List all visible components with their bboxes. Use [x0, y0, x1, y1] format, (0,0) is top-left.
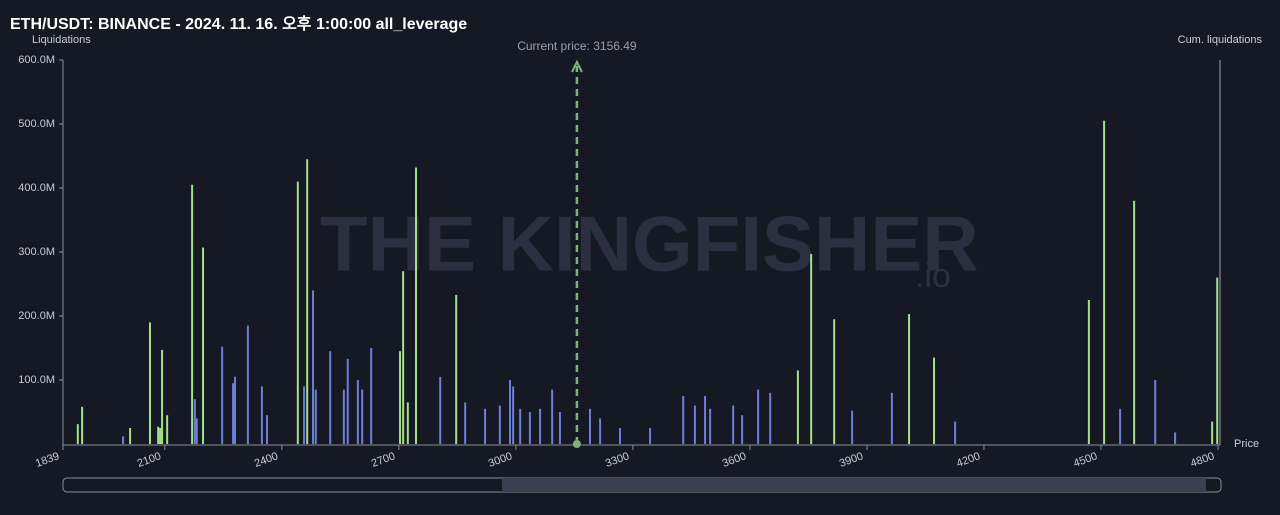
bar	[512, 386, 515, 444]
bar	[732, 405, 735, 444]
bar	[296, 181, 299, 444]
watermark: THE KINGFISHER	[320, 200, 979, 288]
bar	[193, 399, 196, 444]
bar	[693, 405, 696, 444]
bar	[1216, 277, 1219, 444]
bar	[406, 402, 409, 444]
chart-title: ETH/USDT: BINANCE - 2024. 11. 16. 오후 1:0…	[10, 14, 467, 33]
bar	[757, 389, 760, 444]
bar	[599, 418, 602, 444]
bar	[464, 402, 467, 444]
bar	[195, 418, 198, 444]
bar	[509, 380, 512, 444]
bar	[954, 421, 957, 444]
bar	[709, 408, 712, 444]
bar	[741, 415, 744, 444]
y-tick-label: 100.0M	[18, 374, 55, 386]
bar	[314, 389, 317, 444]
bar	[402, 271, 405, 444]
bar	[1119, 408, 1122, 444]
bar	[346, 358, 349, 444]
bar	[704, 396, 707, 444]
bar	[933, 357, 936, 444]
x-axis-label: Price	[1234, 438, 1259, 450]
scroll-window[interactable]	[502, 478, 1206, 492]
bar	[312, 290, 315, 444]
bar	[833, 319, 836, 444]
bar	[361, 389, 364, 444]
current-price-dot	[572, 440, 581, 448]
bar	[796, 370, 799, 444]
bar	[266, 415, 269, 444]
bar	[890, 392, 893, 444]
bar	[908, 314, 911, 444]
y2-axis-label: Cum. liquidations	[1178, 34, 1263, 46]
bar	[129, 428, 132, 444]
bar	[528, 412, 531, 444]
bar	[356, 380, 359, 444]
bar	[122, 436, 125, 444]
y-tick-label: 300.0M	[18, 246, 55, 258]
bar	[159, 428, 162, 444]
bar	[1087, 300, 1090, 444]
bar	[415, 167, 418, 444]
current-price-arrow	[571, 59, 583, 73]
y-tick-label: 600.0M	[18, 54, 55, 66]
current-price-label: Current price: 3156.49	[517, 39, 637, 53]
bar	[1154, 380, 1157, 444]
bar	[329, 351, 332, 444]
bar	[260, 386, 263, 444]
bar	[232, 383, 235, 444]
bar	[234, 376, 237, 444]
y-tick-label: 400.0M	[18, 182, 55, 194]
bar	[1103, 120, 1106, 445]
bar	[588, 408, 591, 444]
bar	[558, 412, 561, 444]
bar	[370, 348, 373, 444]
y-tick-label: 500.0M	[18, 118, 55, 130]
bar	[1133, 200, 1136, 444]
bar	[539, 408, 542, 444]
bar	[1174, 432, 1177, 444]
bar	[649, 428, 652, 444]
bar	[148, 322, 151, 444]
bar	[202, 247, 205, 444]
bar	[498, 405, 501, 444]
bar	[246, 325, 249, 444]
bar	[399, 351, 402, 444]
bar	[1211, 421, 1214, 444]
bar	[769, 392, 772, 444]
y-axis-label: Liquidations	[32, 34, 91, 46]
bar	[157, 426, 160, 444]
bar	[342, 389, 345, 444]
bar	[303, 386, 306, 444]
bar	[306, 159, 309, 444]
bar	[851, 410, 854, 444]
bar	[682, 396, 685, 444]
bar	[161, 349, 164, 444]
bar	[191, 184, 194, 445]
y-tick-label: 200.0M	[18, 310, 55, 322]
bar	[484, 408, 487, 444]
bar	[221, 346, 224, 444]
bar	[810, 253, 813, 444]
bar	[166, 415, 169, 444]
bar	[619, 428, 622, 444]
bar	[439, 376, 442, 444]
bar	[519, 408, 522, 444]
bar	[551, 389, 554, 444]
bar	[81, 406, 84, 444]
bar	[76, 424, 79, 444]
watermark-suffix: .io	[915, 257, 951, 295]
bar	[455, 294, 458, 444]
